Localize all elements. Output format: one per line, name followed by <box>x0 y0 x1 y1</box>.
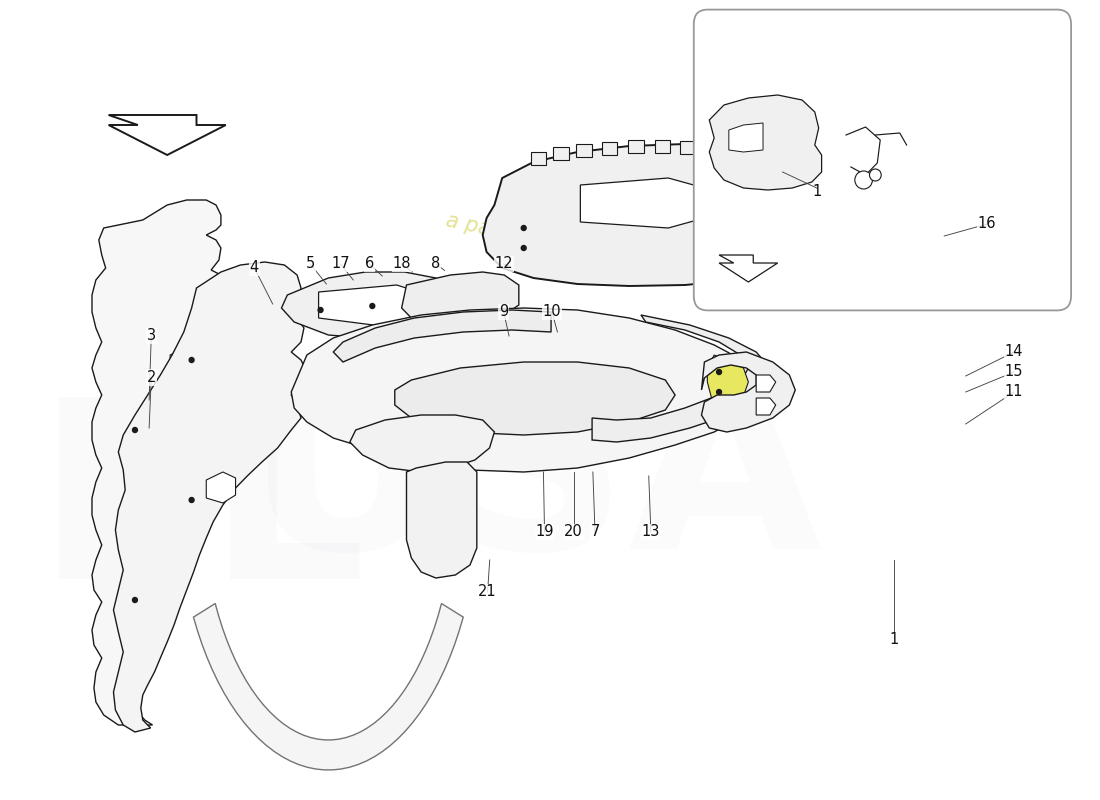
Polygon shape <box>768 180 826 218</box>
Text: 4: 4 <box>250 261 258 275</box>
Polygon shape <box>194 603 463 770</box>
Polygon shape <box>807 167 823 180</box>
Polygon shape <box>729 123 763 152</box>
Text: USA: USA <box>245 359 822 601</box>
Polygon shape <box>654 140 670 153</box>
Text: 18: 18 <box>393 257 411 271</box>
Polygon shape <box>576 144 592 157</box>
Polygon shape <box>350 415 494 472</box>
Circle shape <box>318 307 323 313</box>
Polygon shape <box>581 178 704 228</box>
Polygon shape <box>553 147 569 160</box>
Polygon shape <box>706 143 722 156</box>
Polygon shape <box>133 532 163 560</box>
Circle shape <box>855 171 872 189</box>
Polygon shape <box>702 352 795 432</box>
Polygon shape <box>756 375 775 392</box>
Circle shape <box>189 498 194 502</box>
Text: 6: 6 <box>365 257 374 271</box>
Polygon shape <box>395 362 675 435</box>
Text: a passion for parts: a passion for parts <box>444 210 638 270</box>
Polygon shape <box>282 272 468 338</box>
Text: 7: 7 <box>591 525 600 539</box>
Polygon shape <box>407 462 476 578</box>
Polygon shape <box>592 315 770 442</box>
Polygon shape <box>333 310 551 362</box>
Circle shape <box>132 427 138 433</box>
Polygon shape <box>782 159 797 172</box>
Text: 2: 2 <box>146 370 156 385</box>
Text: 13: 13 <box>641 525 660 539</box>
Text: 12: 12 <box>494 257 513 271</box>
Circle shape <box>716 390 722 394</box>
Circle shape <box>132 598 138 602</box>
Text: 10: 10 <box>542 305 561 319</box>
Text: 21: 21 <box>478 585 497 599</box>
Text: 9: 9 <box>499 305 508 319</box>
Polygon shape <box>92 200 226 725</box>
Circle shape <box>521 226 526 230</box>
Polygon shape <box>719 255 778 282</box>
Polygon shape <box>207 472 235 503</box>
Polygon shape <box>733 147 748 160</box>
Polygon shape <box>756 398 775 415</box>
Polygon shape <box>602 142 617 155</box>
Circle shape <box>869 169 881 181</box>
Polygon shape <box>807 252 854 285</box>
Circle shape <box>716 370 722 374</box>
Polygon shape <box>292 308 763 472</box>
Polygon shape <box>530 152 547 165</box>
Circle shape <box>189 358 194 362</box>
Polygon shape <box>707 355 748 408</box>
Text: 16: 16 <box>978 217 997 231</box>
Polygon shape <box>483 144 870 286</box>
Polygon shape <box>710 95 822 190</box>
Polygon shape <box>402 272 519 322</box>
Text: 15: 15 <box>1004 365 1023 379</box>
FancyBboxPatch shape <box>694 10 1071 310</box>
Text: 20: 20 <box>564 525 583 539</box>
Circle shape <box>370 303 375 309</box>
Text: 19: 19 <box>536 525 553 539</box>
Circle shape <box>521 246 526 250</box>
Polygon shape <box>170 348 194 372</box>
Text: 1: 1 <box>889 633 899 647</box>
Text: 5: 5 <box>306 257 315 271</box>
Text: 14: 14 <box>1004 345 1023 359</box>
Text: 1: 1 <box>812 185 822 199</box>
Text: 3: 3 <box>146 329 156 343</box>
Ellipse shape <box>529 387 582 417</box>
Text: EL: EL <box>36 389 366 631</box>
Polygon shape <box>628 140 643 153</box>
Polygon shape <box>680 141 695 154</box>
Polygon shape <box>768 218 826 255</box>
Polygon shape <box>319 285 428 328</box>
Text: 8: 8 <box>431 257 441 271</box>
Polygon shape <box>113 262 307 732</box>
Text: 17: 17 <box>331 257 350 271</box>
Text: 11: 11 <box>1004 385 1023 399</box>
Polygon shape <box>133 482 163 510</box>
Polygon shape <box>758 152 773 165</box>
Polygon shape <box>109 115 226 155</box>
